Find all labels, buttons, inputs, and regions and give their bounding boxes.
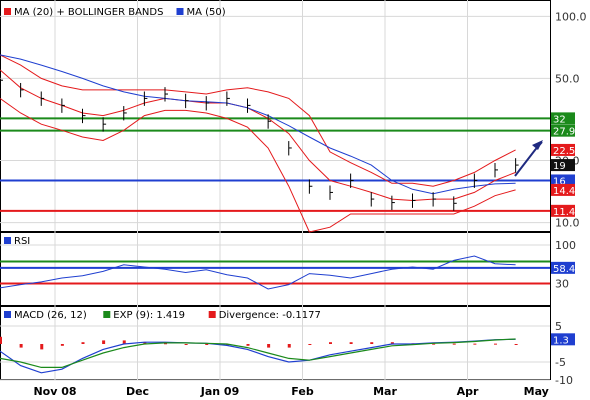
series-line bbox=[0, 54, 516, 195]
divergence-bar bbox=[494, 343, 497, 345]
macd-line bbox=[0, 338, 516, 374]
macd-value-tag: 1.3 bbox=[551, 333, 575, 346]
legend-label: MA (50) bbox=[187, 7, 226, 18]
trend-arrow-head bbox=[532, 140, 543, 150]
divergence-bar bbox=[205, 344, 209, 345]
legend-label: RSI bbox=[14, 236, 30, 247]
rsi-value-tag-bg bbox=[551, 261, 575, 274]
divergence-bar bbox=[19, 344, 23, 348]
divergence-bar bbox=[60, 344, 64, 346]
legend-swatch bbox=[208, 311, 216, 318]
divergence-bar bbox=[225, 344, 229, 346]
x-tick-label: Jan 09 bbox=[200, 385, 239, 398]
rsi-panel: 100 30 58.46 RSI bbox=[0, 236, 582, 291]
level-tag-label: 27.9 bbox=[553, 127, 575, 138]
grid bbox=[0, 0, 551, 380]
divergence-bar bbox=[432, 343, 436, 345]
value-tag-bg bbox=[551, 159, 575, 172]
legend-swatch bbox=[103, 311, 111, 318]
macd-panel: 5 -5 -10 1.3 MACD (26, 12) EXP (9): 1.419 Dive… bbox=[0, 310, 575, 387]
lower-band-line bbox=[0, 97, 516, 233]
rsi-value-tag-label: 58.46 bbox=[553, 264, 582, 275]
divergence-bar bbox=[308, 344, 312, 345]
divergence-bar bbox=[349, 342, 353, 344]
y-tick-label: -5 bbox=[555, 356, 566, 369]
series-line bbox=[0, 69, 516, 202]
divergence-bar bbox=[40, 344, 44, 350]
value-tag: 22.5 bbox=[551, 143, 575, 157]
value-tag-bg bbox=[551, 143, 575, 156]
value-tag-label: 19 bbox=[553, 161, 566, 172]
price-bars bbox=[0, 73, 519, 211]
upper-band-line bbox=[0, 54, 516, 187]
divergence-bar bbox=[122, 340, 126, 344]
level-tag: 27.9 bbox=[551, 124, 575, 138]
legend-label: MACD (26, 12) bbox=[14, 310, 87, 321]
macd-value-tag-label: 1.3 bbox=[553, 335, 569, 346]
legend-label: Divergence: -0.1177 bbox=[219, 310, 321, 321]
x-tick-label: Apr bbox=[457, 385, 479, 398]
macd-line bbox=[0, 338, 516, 368]
level-tag-bg bbox=[551, 112, 575, 125]
level-tag: 32 bbox=[551, 112, 575, 125]
legend-swatch bbox=[176, 8, 184, 15]
divergence-bar bbox=[81, 342, 85, 344]
divergence-bar bbox=[452, 343, 456, 345]
legend-swatch bbox=[4, 311, 11, 318]
level-tag: 16 bbox=[551, 174, 575, 187]
y-tick-label: 100 bbox=[555, 239, 576, 252]
divergence-bar bbox=[102, 340, 106, 344]
legend-swatch bbox=[4, 237, 11, 244]
x-tick-label: Feb bbox=[291, 385, 314, 398]
value-tag: 14.4 bbox=[551, 183, 575, 197]
y-tick-label: 5 bbox=[555, 320, 562, 333]
rsi-line bbox=[0, 255, 516, 290]
level-tag-bg bbox=[551, 204, 575, 217]
divergence-bar bbox=[184, 344, 188, 345]
level-tag-label: 32 bbox=[553, 114, 566, 125]
value-tag: 19 bbox=[551, 159, 575, 172]
x-tick-label: May bbox=[524, 385, 549, 398]
legend-label: MA (20) + BOLLINGER BANDS bbox=[14, 7, 163, 18]
rsi-frame bbox=[0, 232, 551, 306]
divergence-bar bbox=[370, 342, 374, 344]
value-tag-label: 22.5 bbox=[553, 146, 575, 157]
level-tag-label: 11.4 bbox=[553, 207, 575, 218]
divergence-bar bbox=[267, 344, 271, 348]
x-tick-label: Nov 08 bbox=[33, 385, 76, 398]
macd-value-tag-bg bbox=[551, 333, 575, 346]
divergence-bar bbox=[287, 344, 291, 348]
divergence-bar bbox=[514, 344, 518, 345]
divergence-bar bbox=[390, 342, 394, 344]
x-tick-label: Mar bbox=[373, 385, 397, 398]
divergence-bar bbox=[246, 344, 250, 346]
value-tag-label: 14.4 bbox=[553, 186, 575, 197]
divergence-bar bbox=[329, 342, 332, 344]
y-tick-label: 100.0 bbox=[555, 10, 587, 23]
y-tick-label: -10 bbox=[555, 374, 573, 387]
price-panel: 100.050.020.010.03227.91611.422.51914.4M… bbox=[0, 7, 587, 233]
divergence-bar bbox=[0, 336, 2, 344]
price-frame bbox=[0, 0, 551, 232]
divergence-bar bbox=[143, 342, 147, 344]
divergence-bar bbox=[164, 343, 167, 345]
value-tag-bg bbox=[551, 183, 575, 196]
level-tag-label: 16 bbox=[553, 176, 566, 187]
x-axis: Nov 08 Dec Jan 09 Feb Mar Apr May bbox=[33, 385, 548, 398]
x-tick-label: Dec bbox=[126, 385, 149, 398]
y-tick-label: 50.0 bbox=[555, 72, 580, 85]
level-tag-bg bbox=[551, 174, 575, 187]
legend-swatch bbox=[4, 8, 11, 15]
y-tick-label: 30 bbox=[555, 278, 569, 291]
y-tick-label: 10.0 bbox=[555, 217, 580, 230]
level-tag: 11.4 bbox=[551, 204, 575, 218]
divergence-bar bbox=[473, 343, 477, 345]
legend-label: EXP (9): 1.419 bbox=[113, 310, 185, 321]
rsi-value-tag: 58.46 bbox=[551, 261, 582, 275]
level-tag-bg bbox=[551, 124, 575, 137]
